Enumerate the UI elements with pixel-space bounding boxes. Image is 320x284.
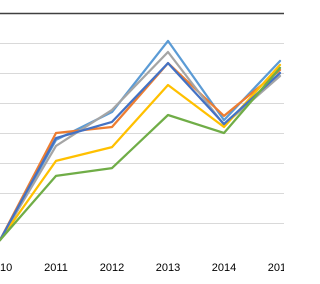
x-tick-label: 2014 [212, 262, 236, 274]
line-series [0, 61, 282, 242]
x-tick-label: 2015 [268, 262, 284, 274]
line-series [0, 66, 282, 242]
x-tick-label: 2012 [100, 262, 124, 274]
background [0, 0, 284, 284]
x-tick-label: 2011 [44, 262, 68, 274]
x-tick-label: 2013 [156, 262, 180, 274]
x-tick-label: 2010 [0, 262, 12, 274]
chart: 2010 2011 2012 2013 2014 2015 [0, 0, 284, 284]
line-series [0, 61, 282, 242]
